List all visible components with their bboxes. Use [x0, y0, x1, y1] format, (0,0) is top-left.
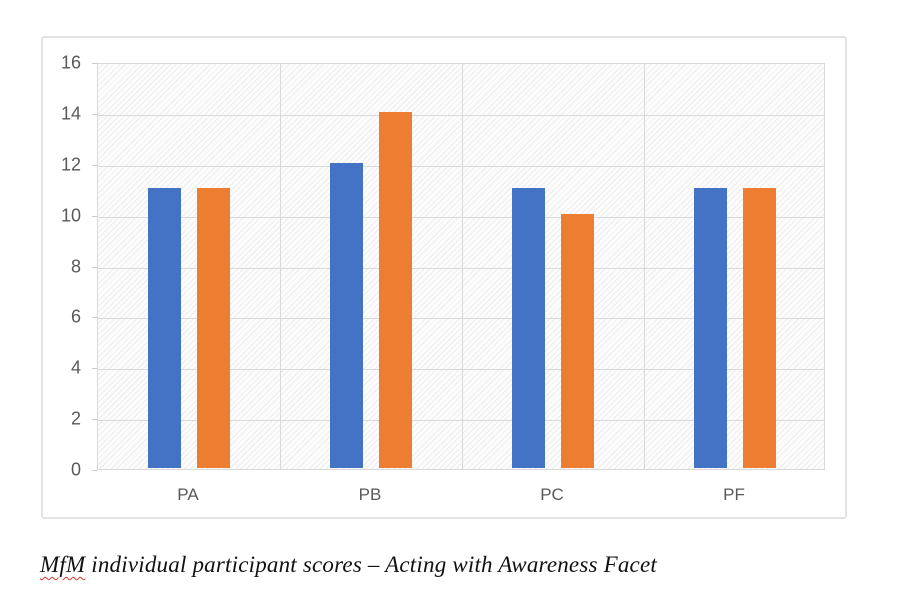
y-axis-tick-6: [92, 317, 97, 319]
gridline-y-14: [98, 114, 824, 116]
gridline-y-12: [98, 165, 824, 167]
caption-text: individual participant scores – Acting w…: [85, 552, 657, 577]
y-axis-label-12: 12: [60, 154, 81, 175]
y-axis-label-4: 4: [70, 357, 81, 378]
figure-caption: MfM individual participant scores – Acti…: [40, 552, 880, 578]
y-axis-tick-8: [92, 266, 97, 268]
x-axis-label-PB: PB: [358, 485, 382, 504]
gridline-x-1: [280, 64, 281, 469]
x-axis-label-PC: PC: [540, 485, 564, 504]
gridline-y-8: [98, 267, 824, 269]
y-axis-label-2: 2: [70, 408, 81, 429]
chart-plot-area: [97, 63, 825, 470]
bar-series-2-orange-PF: [743, 188, 776, 468]
y-axis-label-14: 14: [60, 103, 81, 124]
x-axis-label-PF: PF: [723, 485, 745, 504]
bar-series-1-blue-PF: [694, 188, 727, 468]
x-axis-label-PA: PA: [177, 485, 199, 504]
bar-group-PA: [98, 64, 280, 469]
gridline-y-4: [98, 369, 824, 371]
bar-group-PF: [644, 64, 826, 469]
bar-series-2-orange-PC: [561, 214, 594, 468]
caption-misspelled-word: MfM: [40, 552, 86, 577]
bar-series-1-blue-PB: [330, 163, 363, 468]
y-axis-label-6: 6: [70, 306, 81, 327]
gridline-x-2: [462, 64, 463, 469]
y-axis-label-10: 10: [60, 205, 81, 226]
y-axis-tick-10: [92, 215, 97, 217]
bar-series-2-orange-PA: [197, 188, 230, 468]
y-axis-tick-0: [92, 470, 97, 471]
bar-series-1-blue-PA: [148, 188, 181, 468]
bar-series-2-orange-PB: [379, 112, 412, 468]
y-axis-tick-16: [92, 63, 97, 64]
gridline-y-10: [98, 216, 824, 218]
gridline-x-3: [644, 64, 645, 469]
y-axis-tick-2: [92, 419, 97, 421]
y-axis-tick-14: [92, 113, 97, 115]
gridline-y-6: [98, 318, 824, 320]
y-axis-label-0: 0: [70, 459, 81, 480]
y-axis-tick-4: [92, 368, 97, 370]
y-axis-label-8: 8: [70, 256, 81, 276]
bar-group-PC: [462, 64, 644, 469]
embedded-bar-chart[interactable]: 0 2 4 6 8 10 12 14 16 PA PB PC PF: [41, 36, 847, 519]
bar-series-1-blue-PC: [512, 188, 545, 468]
gridline-y-2: [98, 420, 824, 422]
bar-group-PB: [280, 64, 462, 469]
y-axis-tick-12: [92, 164, 97, 166]
y-axis-label-16: 16: [60, 52, 81, 73]
